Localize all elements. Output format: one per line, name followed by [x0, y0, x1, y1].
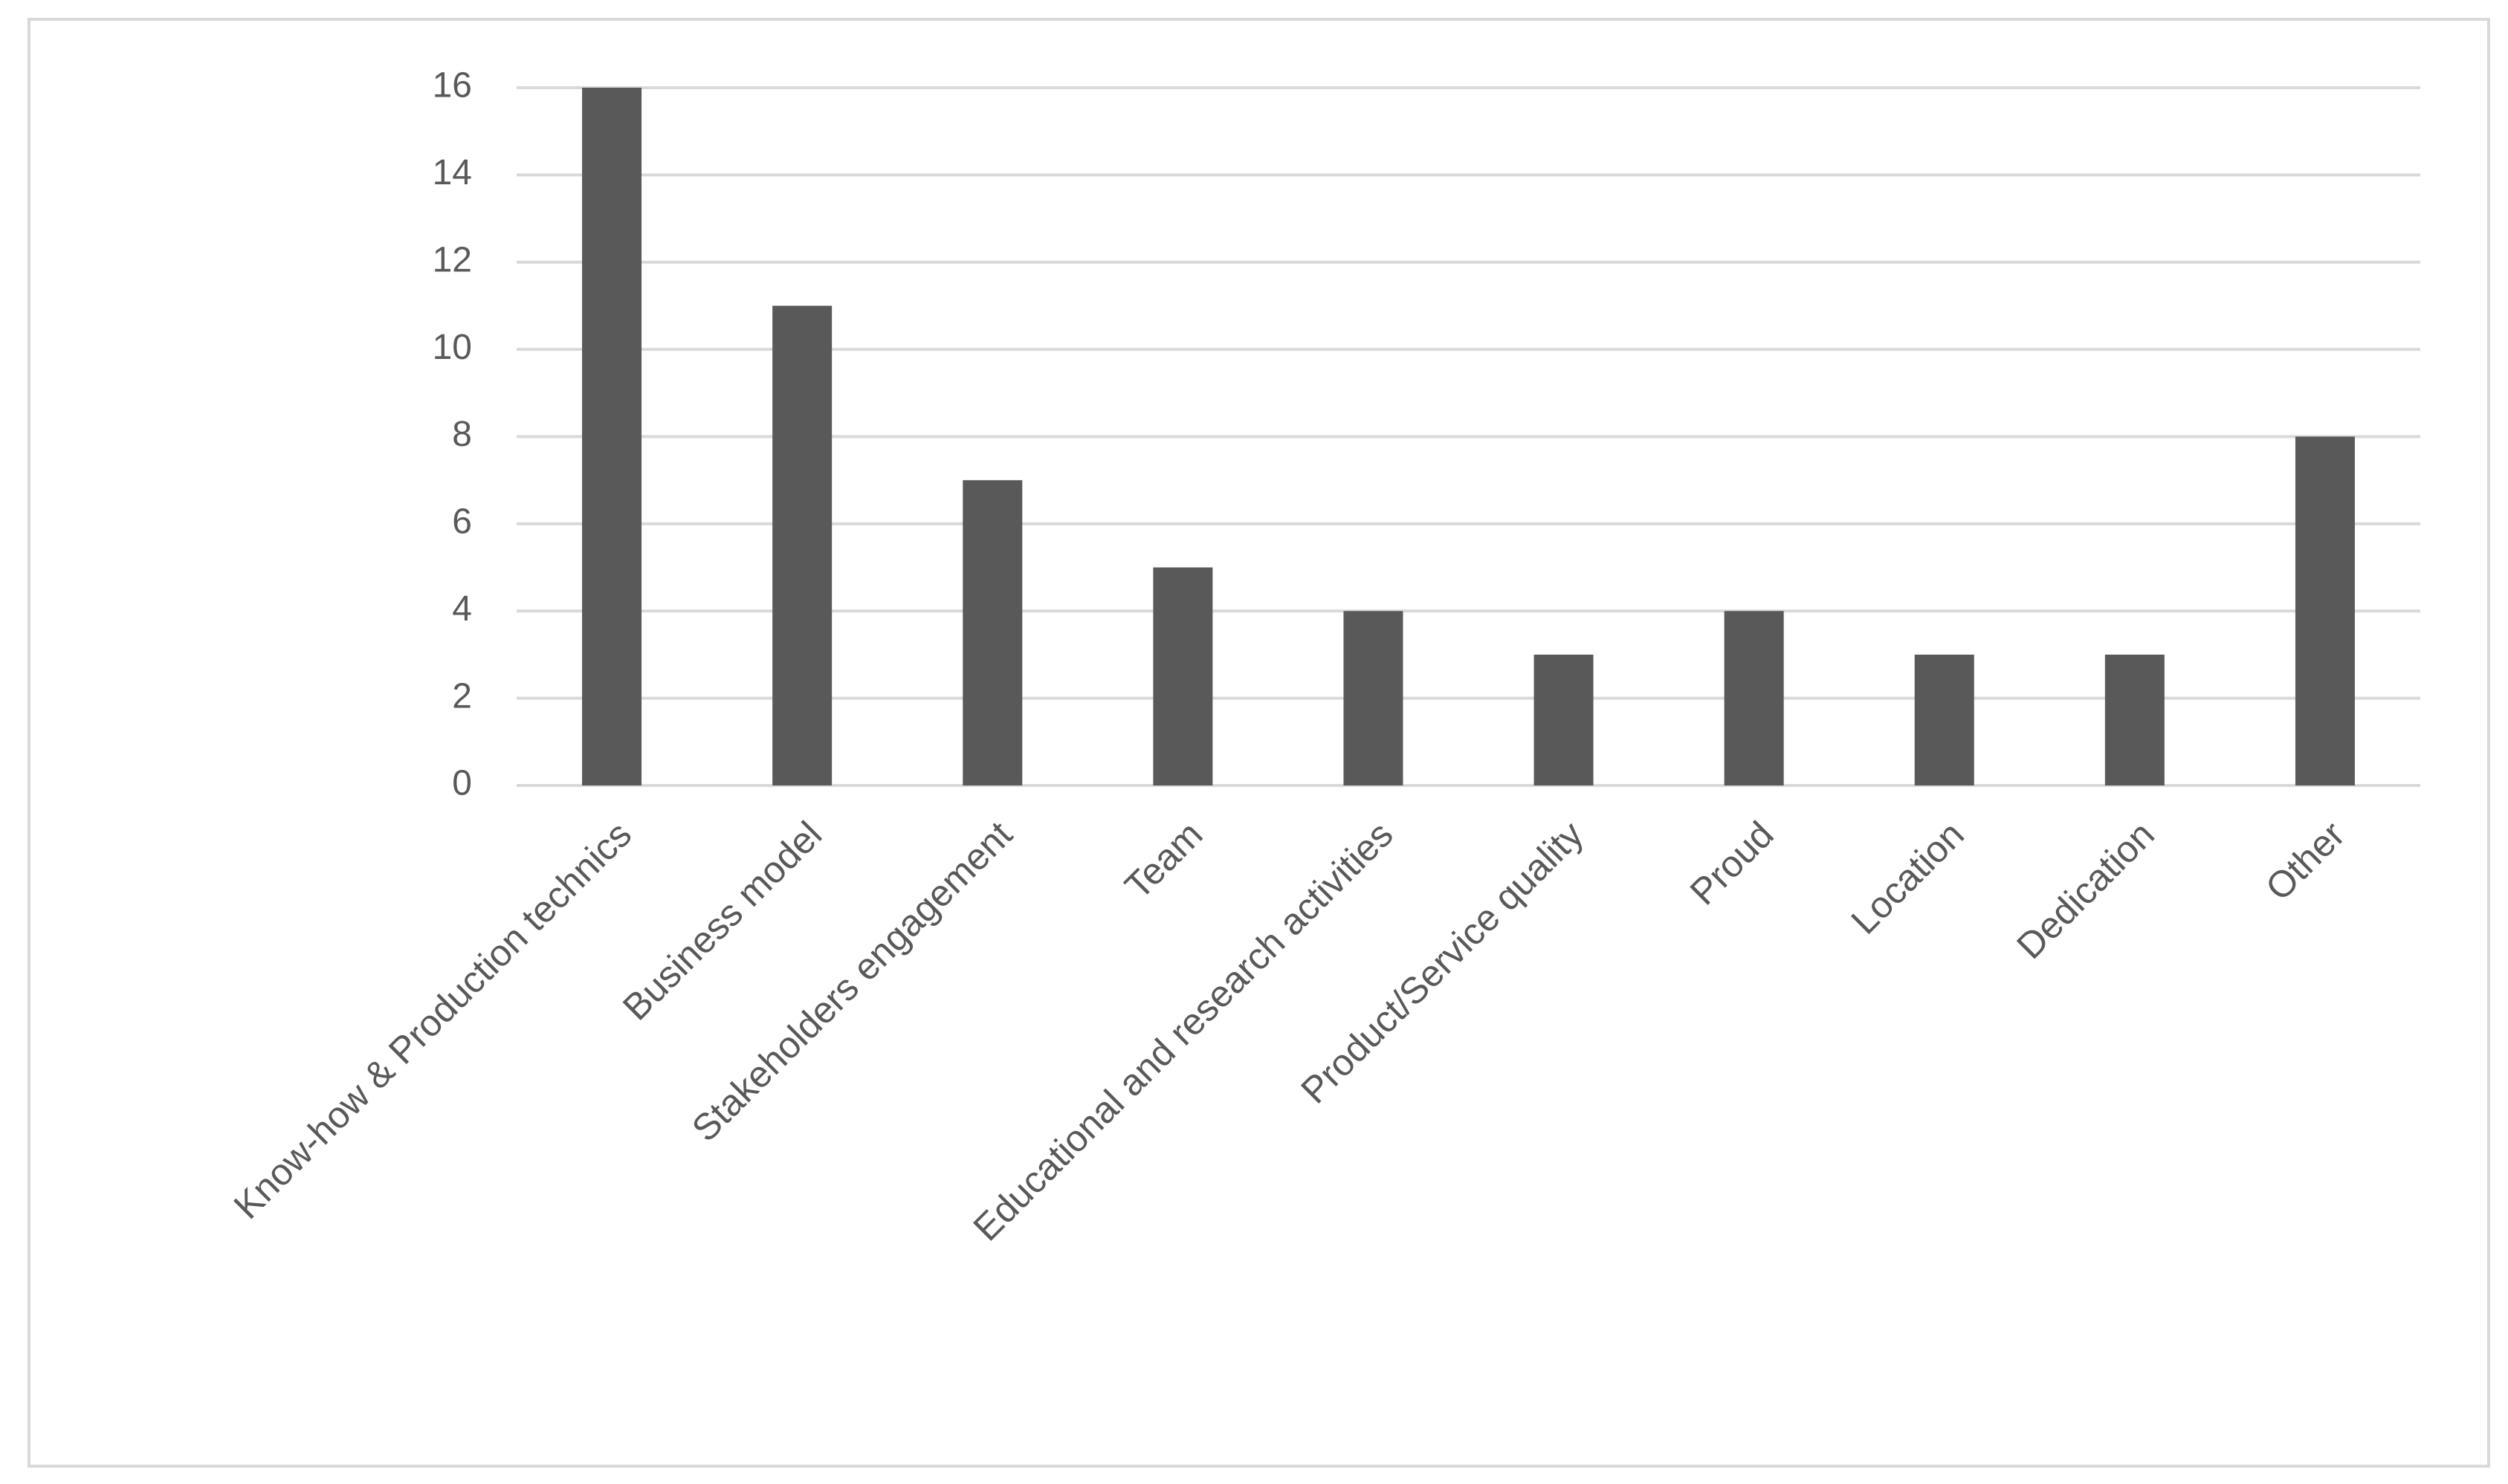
chart-border: [28, 18, 2490, 1468]
y-tick-label: 10: [433, 328, 472, 367]
y-tick-label: 6: [452, 502, 472, 542]
y-tick-label: 2: [452, 676, 472, 716]
bar: [772, 305, 833, 785]
y-tick-label: 4: [452, 589, 472, 629]
bar: [1153, 567, 1213, 785]
bar: [2104, 654, 2165, 785]
y-tick-label: 8: [452, 415, 472, 454]
y-tick-label: 12: [433, 240, 472, 279]
bar: [1724, 611, 1784, 785]
y-tick-label: 16: [433, 66, 472, 106]
bar: [963, 480, 1023, 785]
bar: [1343, 611, 1403, 785]
bar: [582, 88, 642, 785]
bar: [1914, 654, 1974, 785]
bar: [1533, 654, 1594, 785]
y-tick-label: 0: [452, 764, 472, 803]
y-tick-label: 14: [433, 153, 472, 192]
bar: [2295, 436, 2355, 785]
